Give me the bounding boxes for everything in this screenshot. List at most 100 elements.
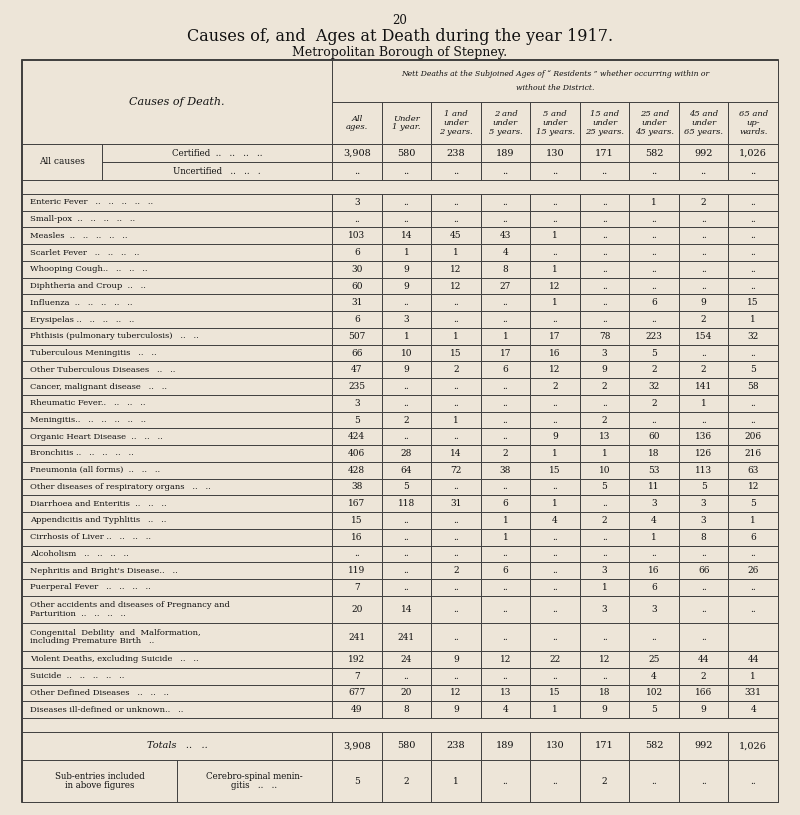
Bar [630, 102, 679, 144]
Bar [580, 412, 630, 429]
Bar [382, 162, 431, 180]
Bar [332, 478, 382, 496]
Text: 582: 582 [645, 742, 663, 751]
Text: 43: 43 [500, 231, 511, 240]
Text: gitis   ..   ..: gitis .. .. [231, 781, 278, 790]
Text: Alcoholism   ..   ..   ..   ..: Alcoholism .. .. .. .. [30, 550, 129, 558]
Text: ..: .. [701, 632, 706, 641]
Text: 16: 16 [648, 566, 660, 575]
Bar [481, 685, 530, 701]
Text: ..: .. [552, 399, 558, 408]
Text: ..: .. [651, 231, 657, 240]
Text: ..: .. [502, 315, 508, 324]
Text: ..: .. [552, 549, 558, 558]
Bar [630, 261, 679, 278]
Text: ..: .. [453, 432, 458, 441]
Bar [580, 211, 630, 227]
Bar [679, 445, 729, 462]
Bar [382, 701, 431, 718]
Text: Uncertified   ..   ..   .: Uncertified .. .. . [173, 166, 261, 175]
Bar [580, 685, 630, 701]
Bar [630, 227, 679, 244]
Text: 45 years.: 45 years. [634, 127, 674, 135]
Text: ..: .. [502, 632, 508, 641]
Text: Nephritis and Bright's Disease..   ..: Nephritis and Bright's Disease.. .. [30, 566, 178, 575]
Bar [530, 651, 580, 667]
Bar [332, 345, 382, 361]
Bar [580, 227, 630, 244]
Bar [22, 261, 332, 278]
Bar [679, 496, 729, 512]
Text: 2: 2 [602, 416, 607, 425]
Bar [630, 478, 679, 496]
Text: ..: .. [750, 198, 756, 207]
Bar [481, 194, 530, 211]
Text: 5: 5 [602, 482, 607, 491]
Bar [431, 227, 481, 244]
Bar [729, 701, 778, 718]
Bar [332, 60, 778, 102]
Text: Phthisis (pulmonary tuberculosis)   ..   ..: Phthisis (pulmonary tuberculosis) .. .. [30, 333, 198, 341]
Bar [580, 529, 630, 545]
Text: under: under [642, 119, 666, 127]
Text: 428: 428 [348, 465, 366, 474]
Text: Appendicitis and Typhlitis   ..   ..: Appendicitis and Typhlitis .. .. [30, 517, 166, 525]
Bar [729, 395, 778, 412]
Text: ..: .. [502, 672, 508, 681]
Bar [530, 144, 580, 162]
Bar [22, 311, 332, 328]
Text: 130: 130 [546, 148, 564, 157]
Bar [481, 596, 530, 623]
Text: under: under [691, 119, 716, 127]
Bar [580, 623, 630, 651]
Bar [530, 701, 580, 718]
Bar [630, 311, 679, 328]
Text: 126: 126 [695, 449, 712, 458]
Text: ..: .. [602, 315, 607, 324]
Bar [382, 144, 431, 162]
Bar [481, 144, 530, 162]
Text: ..: .. [453, 315, 458, 324]
Text: 12: 12 [599, 655, 610, 664]
Text: 189: 189 [496, 742, 514, 751]
Text: 45 and: 45 and [689, 111, 718, 118]
Text: 31: 31 [450, 500, 462, 509]
Bar [481, 512, 530, 529]
Text: 9: 9 [602, 365, 607, 374]
Text: 9: 9 [403, 365, 410, 374]
Bar [332, 579, 382, 596]
Text: 1 year.: 1 year. [392, 123, 421, 131]
Text: 9: 9 [701, 705, 706, 714]
Bar [431, 760, 481, 802]
Bar [382, 211, 431, 227]
Text: 58: 58 [747, 382, 759, 391]
Text: All: All [351, 115, 362, 123]
Bar [630, 244, 679, 261]
Text: 1,026: 1,026 [739, 148, 767, 157]
Text: ..: .. [750, 281, 756, 291]
Bar [630, 361, 679, 378]
Bar [679, 701, 729, 718]
Bar [481, 378, 530, 395]
Text: 65 and: 65 and [738, 111, 768, 118]
Text: ..: .. [651, 166, 658, 175]
Bar [580, 361, 630, 378]
Bar [679, 211, 729, 227]
Bar [729, 162, 778, 180]
Bar [431, 194, 481, 211]
Text: 5: 5 [403, 482, 410, 491]
Text: 1: 1 [750, 516, 756, 525]
Bar [530, 194, 580, 211]
Text: 1: 1 [453, 248, 458, 257]
Bar [580, 760, 630, 802]
Text: ..: .. [602, 672, 607, 681]
Bar [332, 651, 382, 667]
Text: 4: 4 [552, 516, 558, 525]
Text: 12: 12 [450, 265, 462, 274]
Bar [481, 429, 530, 445]
Bar [481, 278, 530, 294]
Text: 12: 12 [550, 281, 561, 291]
Bar [729, 378, 778, 395]
Bar [630, 667, 679, 685]
Bar [630, 596, 679, 623]
